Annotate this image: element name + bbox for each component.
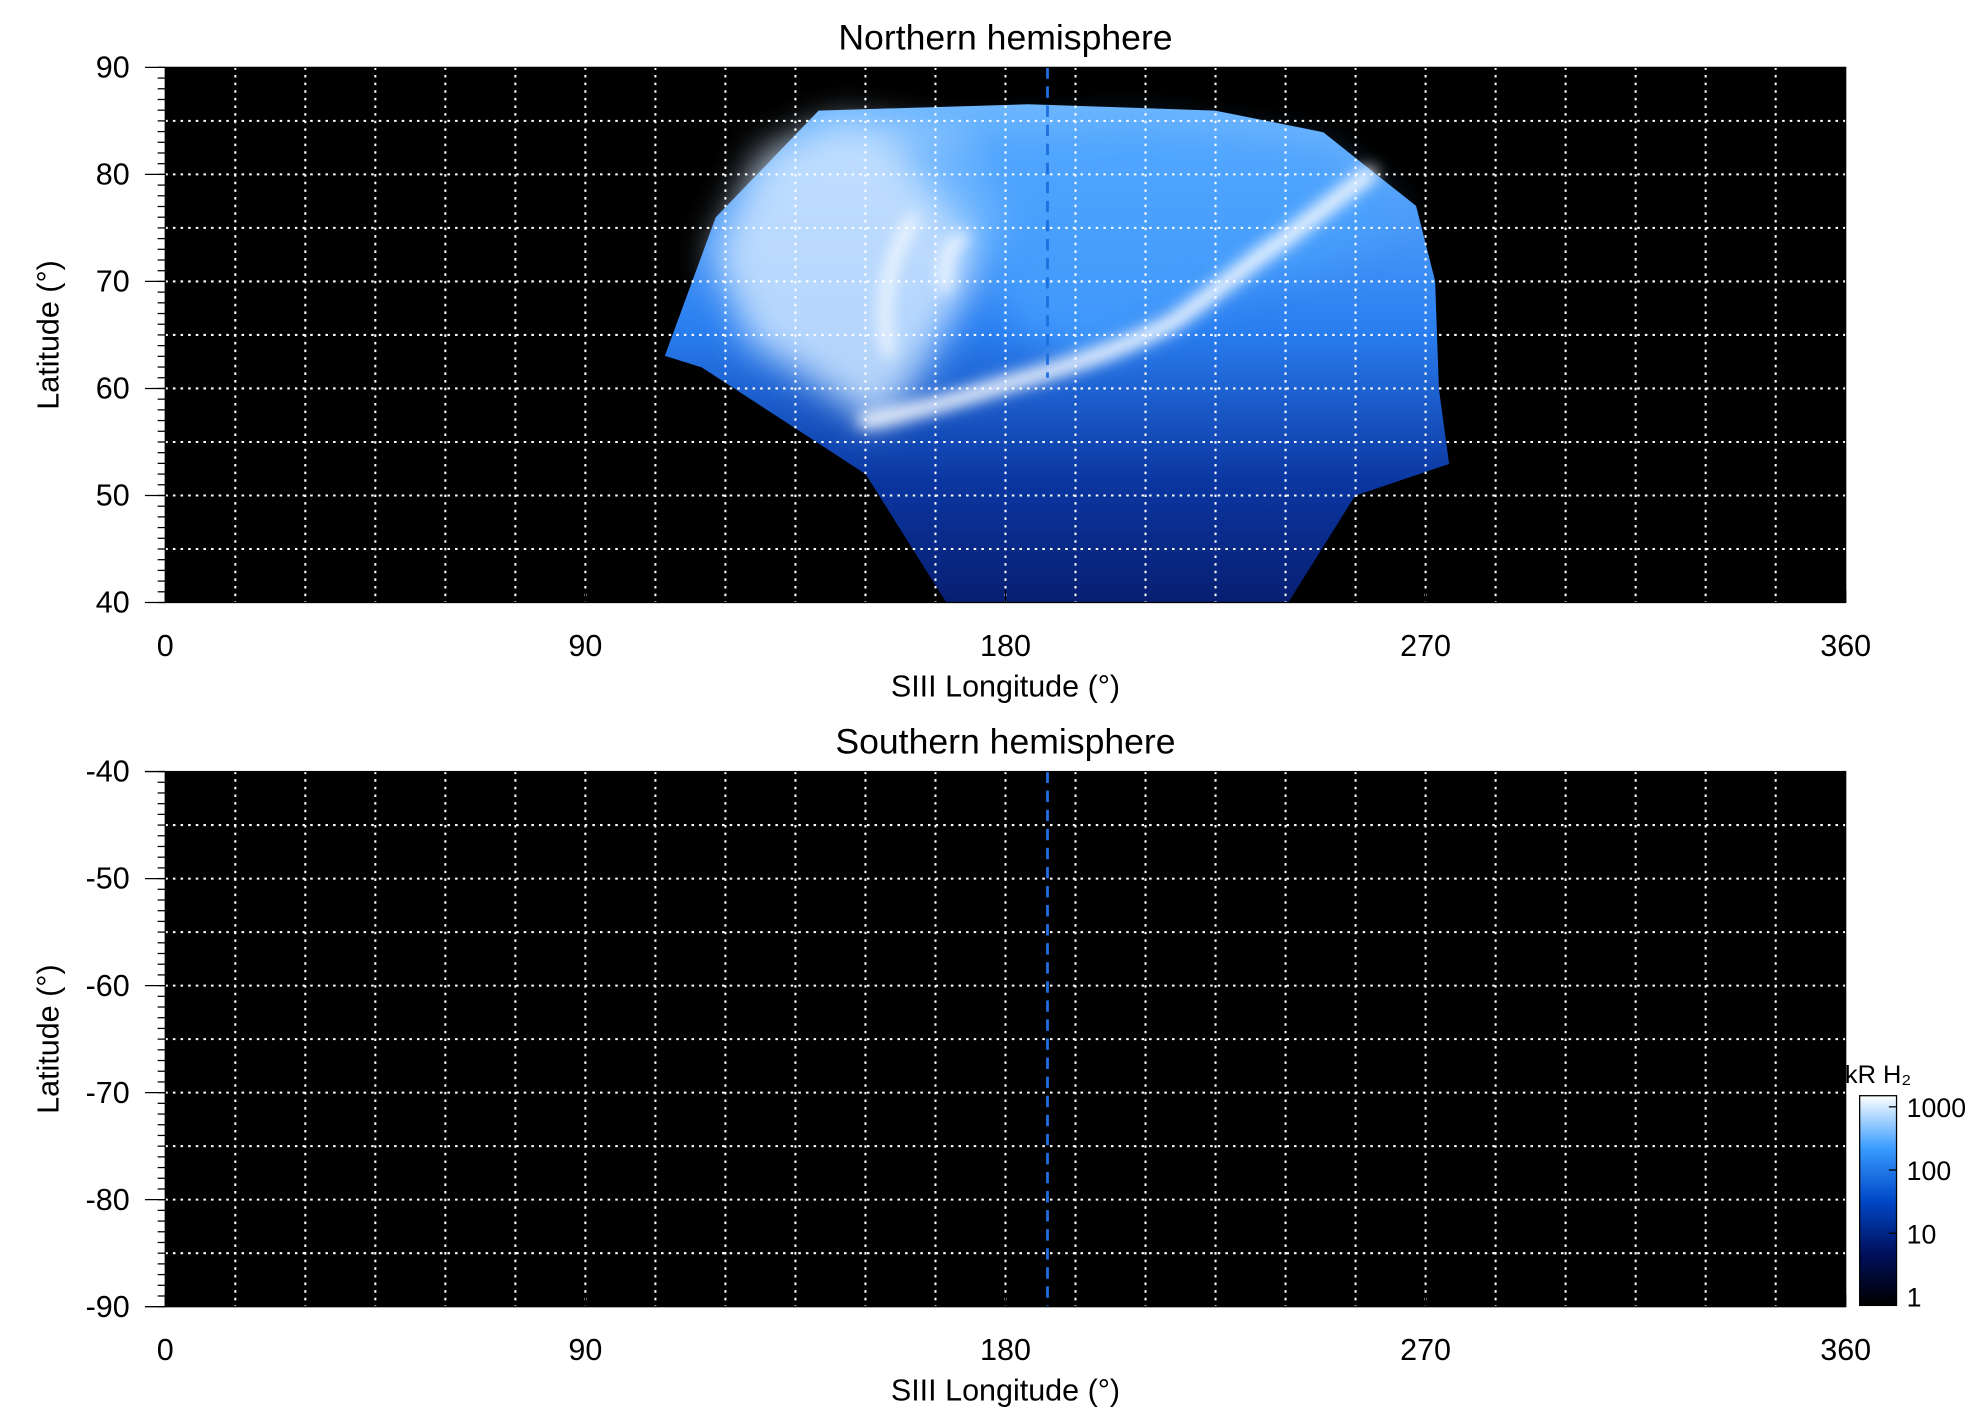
x-tick-label: 180: [980, 1333, 1031, 1367]
y-tick-label: 60: [96, 372, 130, 406]
colorbar-tick-label: 100: [1907, 1156, 1952, 1186]
y-axis-label: Latitude (°): [32, 964, 66, 1114]
y-tick-label: -90: [86, 1290, 130, 1324]
y-tick-label: 80: [96, 158, 130, 192]
y-tick-label: 90: [96, 51, 130, 85]
x-tick-label: 360: [1820, 1333, 1871, 1367]
y-tick-label: 50: [96, 479, 130, 513]
y-tick-label: -70: [86, 1076, 130, 1110]
colorbar-tick-label: 1: [1907, 1283, 1922, 1313]
x-tick-label: 90: [568, 629, 602, 663]
colorbar: 1 10 100 1000 kR H₂: [1845, 1061, 1966, 1313]
colorbar-label: kR H₂: [1845, 1061, 1911, 1089]
x-tick-label: 0: [157, 629, 174, 663]
x-tick-label: 0: [157, 1333, 174, 1367]
panel: 0 90 180 270 360 40 50 60 70 80 90 Northern hemisph…: [32, 18, 1872, 704]
y-tick-label: -50: [86, 862, 130, 896]
colorbar-tick-label: 1000: [1907, 1093, 1966, 1123]
aurora-oval: [858, 166, 1377, 429]
y-tick-label: -80: [86, 1183, 130, 1217]
panel-title: Southern hemisphere: [835, 722, 1175, 762]
x-tick-label: 270: [1400, 1333, 1451, 1367]
y-tick-label: -40: [86, 755, 130, 789]
x-tick-label: 360: [1820, 629, 1871, 663]
aurora-mid: [889, 127, 1399, 356]
y-tick-label: 40: [96, 586, 130, 620]
panel-title: Northern hemisphere: [838, 18, 1172, 58]
x-axis-label: SIII Longitude (°): [891, 1374, 1120, 1408]
x-axis-label: SIII Longitude (°): [891, 670, 1120, 704]
x-tick-label: 180: [980, 629, 1031, 663]
y-tick-label: 70: [96, 265, 130, 299]
aurora-bright-lobe: [711, 120, 1005, 426]
x-tick-label: 90: [568, 1333, 602, 1367]
y-tick-label: -60: [86, 969, 130, 1003]
colorbar-tick-label: 10: [1907, 1219, 1937, 1249]
y-axis-label: Latitude (°): [32, 260, 66, 410]
aurora-streak: [879, 213, 969, 358]
panel: 0 90 180 270 360 -90 -80 -70 -60 -50 -40 Southern h…: [32, 722, 1872, 1408]
colorbar-scale: [1859, 1095, 1898, 1307]
x-tick-label: 270: [1400, 629, 1451, 663]
